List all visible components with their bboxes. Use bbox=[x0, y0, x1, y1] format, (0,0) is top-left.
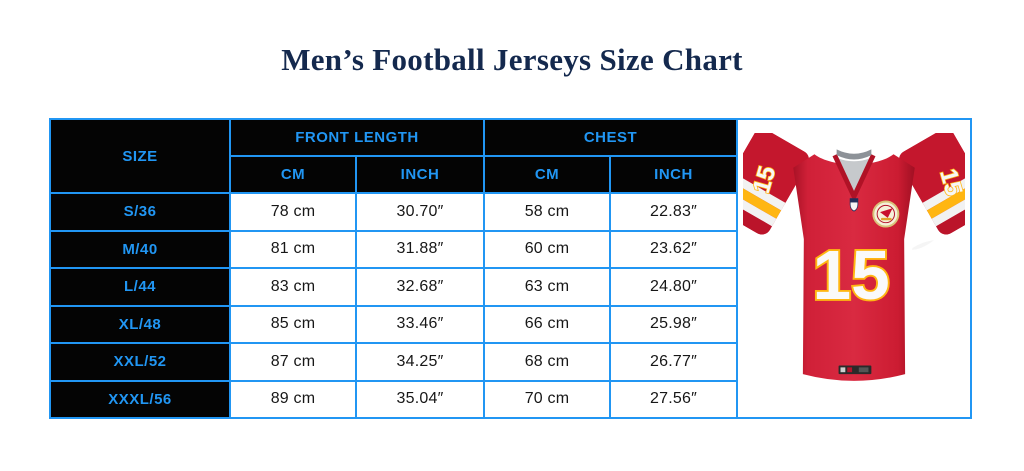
cell-chest-cm: 66 cm bbox=[485, 306, 609, 342]
cell-chest-cm: 60 cm bbox=[485, 231, 609, 267]
cell-chest-cm: 68 cm bbox=[485, 344, 609, 380]
cell-front-inch: 30.70″ bbox=[357, 194, 483, 230]
col-header-chest: CHEST bbox=[485, 120, 736, 155]
jersey-left-sleeve bbox=[743, 132, 813, 238]
jersey-chest-number: 15 bbox=[812, 235, 889, 313]
col-header-size: SIZE bbox=[51, 120, 229, 192]
jersey-image: 15 15 15 bbox=[743, 132, 965, 381]
cell-front-cm: 85 cm bbox=[231, 306, 355, 342]
row-size-label: M/40 bbox=[51, 231, 229, 267]
jersey-neck-opening bbox=[835, 155, 873, 195]
cell-chest-inch: 23.62″ bbox=[611, 231, 736, 267]
col-header-front-inch: INCH bbox=[357, 157, 483, 192]
jersey-jock-tag bbox=[838, 364, 872, 374]
jersey-collar-trim bbox=[832, 153, 876, 199]
cell-chest-cm: 63 cm bbox=[485, 269, 609, 305]
col-header-chest-inch: INCH bbox=[611, 157, 736, 192]
row-size-label: XXL/52 bbox=[51, 344, 229, 380]
cell-front-cm: 89 cm bbox=[231, 381, 355, 417]
cell-front-cm: 78 cm bbox=[231, 194, 355, 230]
size-chart-table: SIZE FRONT LENGTH CHEST bbox=[49, 118, 972, 419]
cell-front-cm: 83 cm bbox=[231, 269, 355, 305]
nfl-shield-icon bbox=[849, 197, 859, 212]
team-patch-icon bbox=[872, 200, 900, 228]
cell-front-inch: 33.46″ bbox=[357, 306, 483, 342]
page-title: Men’s Football Jerseys Size Chart bbox=[281, 42, 743, 77]
cell-chest-inch: 27.56″ bbox=[611, 381, 736, 417]
row-size-label: XXXL/56 bbox=[51, 381, 229, 417]
cell-chest-inch: 24.80″ bbox=[611, 269, 736, 305]
cell-front-inch: 35.04″ bbox=[357, 381, 483, 417]
cell-chest-cm: 70 cm bbox=[485, 381, 609, 417]
cell-front-cm: 81 cm bbox=[231, 231, 355, 267]
jersey-right-sleeve bbox=[895, 132, 965, 238]
row-size-label: S/36 bbox=[51, 194, 229, 230]
cell-front-inch: 32.68″ bbox=[357, 269, 483, 305]
row-size-label: XL/48 bbox=[51, 306, 229, 342]
col-header-chest-cm: CM bbox=[485, 157, 609, 192]
cell-chest-inch: 26.77″ bbox=[611, 344, 736, 380]
cell-front-inch: 31.88″ bbox=[357, 231, 483, 267]
cell-chest-inch: 25.98″ bbox=[611, 306, 736, 342]
cell-chest-cm: 58 cm bbox=[485, 194, 609, 230]
cell-front-inch: 34.25″ bbox=[357, 344, 483, 380]
row-size-label: L/44 bbox=[51, 269, 229, 305]
cell-front-cm: 87 cm bbox=[231, 344, 355, 380]
jersey-collar-band bbox=[836, 148, 872, 160]
cell-chest-inch: 22.83″ bbox=[611, 194, 736, 230]
jersey-photo-panel: 15 15 15 bbox=[738, 120, 970, 417]
col-header-front-cm: CM bbox=[231, 157, 355, 192]
nike-swoosh-icon bbox=[911, 239, 935, 250]
col-header-front-length: FRONT LENGTH bbox=[231, 120, 483, 155]
